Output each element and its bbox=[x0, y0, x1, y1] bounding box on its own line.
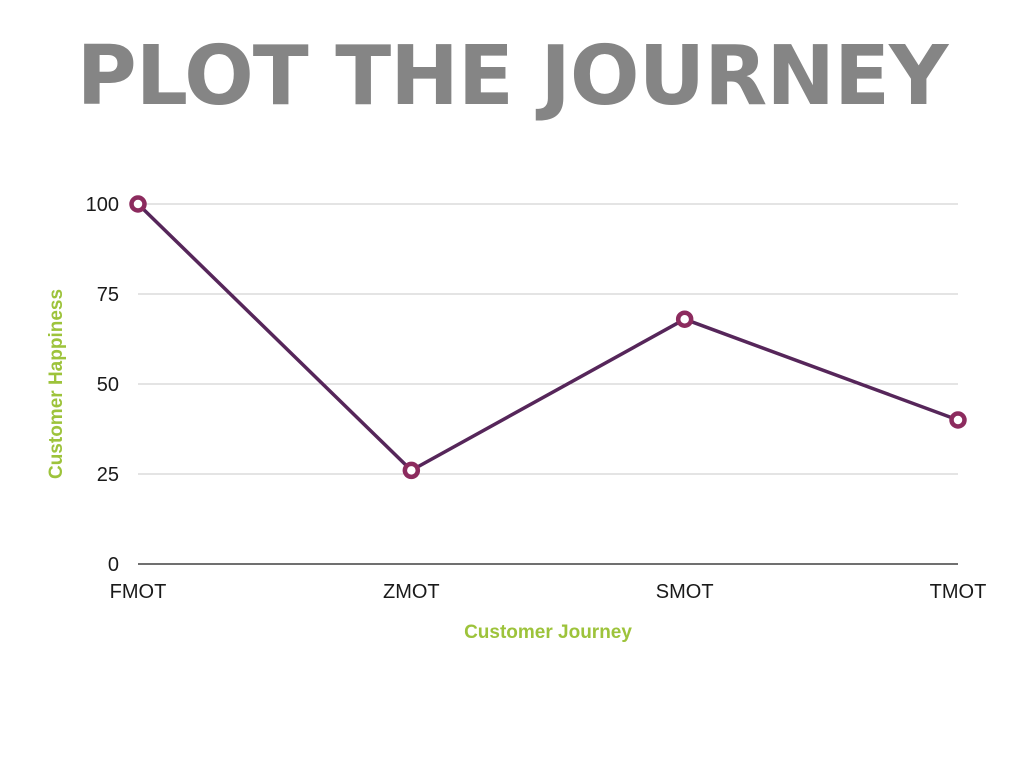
series-line-group bbox=[136, 202, 960, 473]
x-tick-label: SMOT bbox=[656, 581, 714, 603]
data-point-marker bbox=[129, 195, 147, 213]
x-tick-label: FMOT bbox=[110, 581, 167, 603]
y-tick-label: 25 bbox=[97, 464, 119, 486]
y-axis-ticks: 0 25 50 75 100 bbox=[86, 194, 119, 576]
slide-title: PLOT THE JOURNEY bbox=[76, 29, 949, 124]
y-tick-label: 100 bbox=[86, 194, 119, 216]
x-tick-label: ZMOT bbox=[383, 581, 440, 603]
series-line bbox=[136, 202, 960, 473]
gridlines bbox=[138, 203, 958, 565]
y-tick-label: 50 bbox=[97, 374, 119, 396]
y-axis-title: Customer Happiness bbox=[46, 289, 67, 479]
x-axis-ticks: FMOT ZMOT SMOT TMOT bbox=[110, 581, 987, 603]
x-axis-title: Customer Journey bbox=[464, 622, 632, 643]
data-point-marker bbox=[949, 411, 967, 429]
data-points bbox=[129, 195, 967, 480]
data-point-marker bbox=[675, 310, 694, 328]
data-point-marker bbox=[402, 461, 421, 480]
y-tick-label: 0 bbox=[108, 554, 119, 576]
y-tick-label: 75 bbox=[97, 284, 119, 306]
x-tick-label: TMOT bbox=[930, 581, 987, 603]
